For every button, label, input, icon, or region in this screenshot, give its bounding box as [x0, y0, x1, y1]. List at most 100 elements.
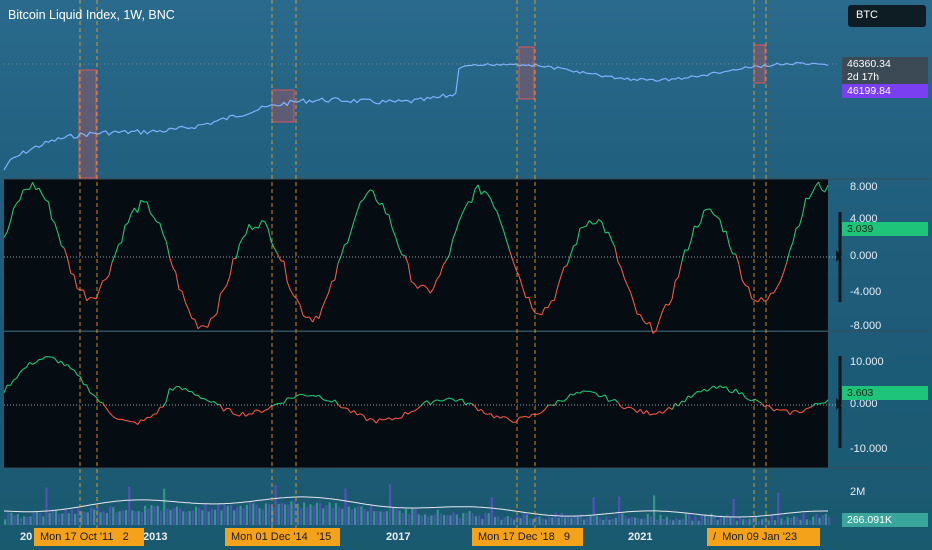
oscillator-2-line [563, 398, 568, 402]
oscillator-2-line [776, 408, 781, 411]
oscillator-2-line [191, 391, 196, 396]
volume-bar [522, 513, 525, 525]
oscillator-1-line [356, 202, 361, 212]
oscillator-2-line [719, 385, 724, 389]
oscillator-1-line [133, 207, 139, 213]
volume-bar [691, 520, 694, 525]
volume-bar [595, 515, 598, 525]
oscillator-2-line [490, 413, 495, 419]
oscillator-2-line [604, 394, 609, 402]
volume-bar [255, 504, 258, 525]
oscillator-1-line [531, 308, 536, 314]
volume-bar [662, 518, 665, 525]
volume-bar [322, 508, 325, 525]
volume-bar [58, 513, 61, 525]
oscillator-2-line [446, 397, 450, 400]
oscillator-1-line [286, 281, 291, 291]
oscillator-2-line [436, 399, 441, 402]
oscillator-1-line [751, 297, 756, 301]
oscillator-1-line [54, 223, 59, 234]
oscillator-1-line [560, 267, 565, 278]
oscillator-1-line [601, 222, 606, 234]
oscillator-2-line [601, 394, 606, 397]
oscillator-2-line [245, 413, 250, 417]
oscillator-2-line [92, 394, 97, 398]
oscillator-1-line [477, 184, 482, 195]
oscillator-2-line [350, 410, 355, 414]
oscillator-2-line [738, 392, 743, 395]
osc1-tick-label: -8.000 [850, 320, 882, 332]
volume-bar [611, 518, 614, 525]
oscillator-2-line [251, 409, 256, 415]
oscillator-1-line [665, 303, 670, 306]
volume-bar [551, 517, 554, 525]
volume-bar [681, 519, 684, 525]
volume-bar [156, 505, 159, 525]
volume-bar [544, 519, 548, 525]
oscillator-2-line [709, 385, 714, 390]
oscillator-1-line [709, 208, 714, 215]
volume-bar [684, 513, 688, 525]
oscillator-2-line [725, 386, 730, 393]
volume-bar [621, 513, 624, 525]
oscillator-1-line [461, 206, 466, 215]
oscillator-1-line [445, 254, 450, 261]
volume-bar [452, 512, 455, 525]
oscillator-1-line [359, 199, 364, 203]
volume-bar [423, 514, 427, 525]
oscillator-1-line [620, 267, 625, 279]
oscillator-1-line [255, 226, 259, 229]
oscillator-2-line [124, 419, 129, 422]
oscillator-2-line [264, 408, 269, 411]
oscillator-2-line [687, 395, 692, 399]
oscillator-1-line [127, 213, 132, 223]
volume-bar [89, 507, 93, 525]
oscillator-1-line [60, 245, 65, 249]
oscillator-1-line [35, 187, 40, 191]
volume-bar [707, 515, 710, 525]
oscillator-1-line [353, 211, 358, 222]
oscillator-1-line [67, 258, 72, 274]
oscillator-1-line [28, 182, 34, 190]
oscillator-2-line [764, 404, 768, 408]
oscillator-1-line [3, 231, 8, 238]
volume-bar [408, 514, 411, 525]
time-axis-year: 2017 [386, 531, 411, 543]
volume-bar [688, 513, 691, 525]
oscillator-2-line [471, 403, 476, 407]
oscillator-1-line [633, 303, 638, 315]
oscillator-2-line [646, 410, 651, 416]
oscillator-2-line [732, 388, 737, 394]
oscillator-2-line [662, 410, 667, 414]
volume-bar [497, 516, 500, 525]
oscillator-1-line [782, 262, 788, 274]
volume-bar [23, 516, 26, 525]
oscillator-1-line [92, 297, 97, 300]
volume-bar [331, 507, 334, 525]
oscillator-2-line [76, 374, 81, 378]
oscillator-1-line [423, 284, 428, 289]
oscillator-1-line [646, 321, 651, 325]
oscillator-2-line [461, 398, 466, 406]
oscillator-2-line [433, 399, 437, 402]
oscillator-2-line [102, 402, 107, 408]
oscillator-1-line [522, 287, 527, 298]
oscillator-2-line [95, 396, 100, 403]
volume-bar [754, 517, 758, 525]
volume-bar [653, 495, 656, 525]
osc1-tick-label: -4.000 [850, 286, 882, 298]
oscillator-1-line [70, 272, 75, 276]
oscillator-2-line [477, 408, 482, 412]
volume-bar [29, 516, 32, 525]
volume-bar [598, 517, 602, 525]
oscillator-1-line [448, 239, 454, 256]
oscillator-1-line [344, 242, 348, 246]
oscillator-2-line [570, 393, 574, 396]
osc2-value-badge: 3.603 [842, 386, 928, 400]
volume-bar [19, 518, 23, 525]
oscillator-2-line [379, 418, 383, 421]
symbol-search-box[interactable]: BTC [848, 5, 926, 27]
oscillator-1-line [235, 244, 240, 259]
oscillator-2-line [748, 399, 752, 402]
